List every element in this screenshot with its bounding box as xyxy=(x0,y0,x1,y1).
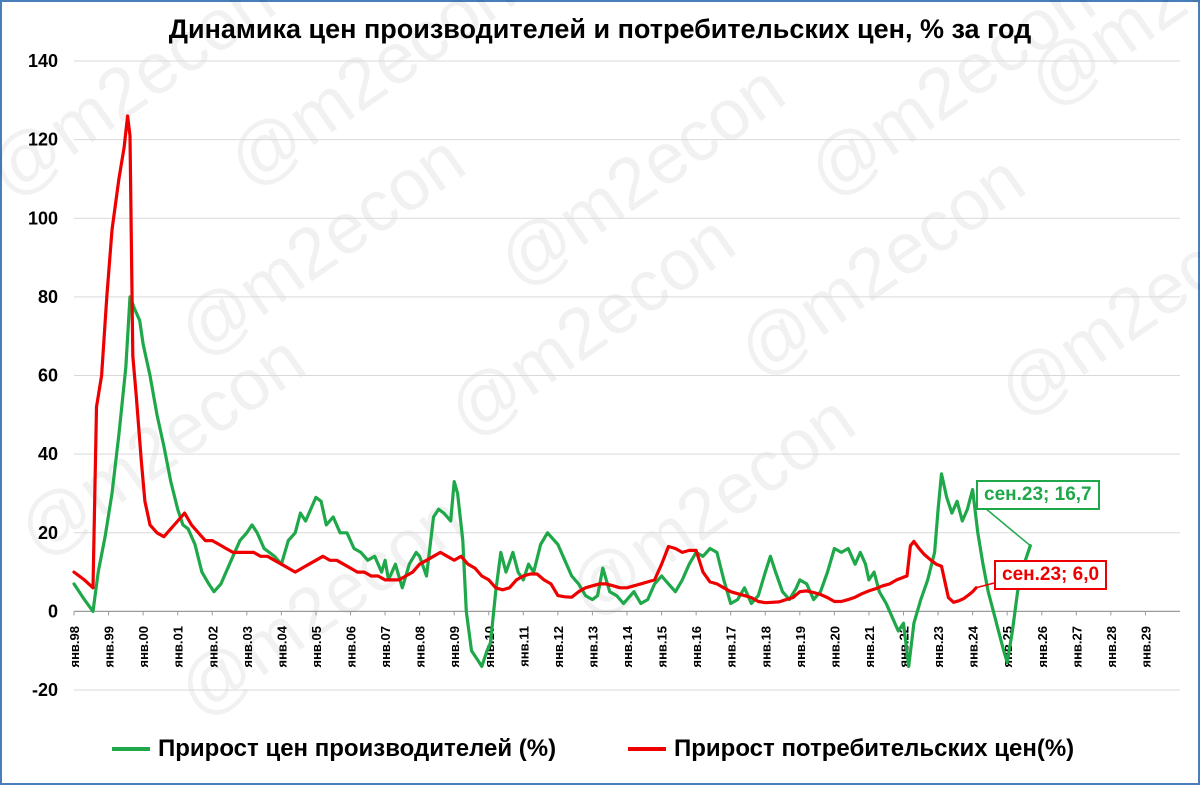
x-tick-label: янв.13 xyxy=(585,626,600,668)
x-tick-label: янв.08 xyxy=(413,626,428,668)
y-tick-label: 60 xyxy=(38,366,58,386)
series-producer-line xyxy=(72,295,1032,668)
x-tick-label: янв.15 xyxy=(655,626,670,668)
y-tick-label: 120 xyxy=(28,130,58,150)
y-tick-label: 80 xyxy=(38,287,58,307)
y-axis: -20 0 20 40 60 80 100 120 140 xyxy=(28,51,58,700)
x-tick-label: янв.06 xyxy=(344,626,359,668)
x-tick-label: янв.24 xyxy=(966,625,981,667)
legend-item-consumer: Прирост потребительских цен(%) xyxy=(628,735,1074,763)
x-tick-label: янв.29 xyxy=(1138,626,1153,668)
legend: Прирост цен производителей (%) Прирост п… xyxy=(0,735,1200,769)
x-tick-label: янв.21 xyxy=(862,626,877,668)
y-tick-label: 100 xyxy=(28,208,58,228)
x-tick-label: янв.19 xyxy=(793,626,808,668)
x-tick-label: янв.14 xyxy=(620,625,635,667)
x-tick-label: янв.20 xyxy=(827,626,842,668)
watermark-layer: @m2econ@m2econ@m2econ@m2econ@m2econ@m2ec… xyxy=(0,0,1200,733)
legend-label-consumer: Прирост потребительских цен(%) xyxy=(674,735,1075,762)
x-tick-label: янв.03 xyxy=(240,626,255,668)
chart-title: Динамика цен производителей и потребител… xyxy=(168,14,1032,44)
annotation-producer: сен.23; 16,7 xyxy=(976,480,1100,510)
series-lines xyxy=(72,114,1032,668)
x-tick-label: янв.09 xyxy=(447,626,462,668)
annotation-consumer: сен.23; 6,0 xyxy=(994,560,1108,590)
x-tick-label: янв.00 xyxy=(136,626,151,668)
x-tick-label: янв.16 xyxy=(689,626,704,668)
x-tick-label: янв.99 xyxy=(102,626,117,668)
legend-swatch-consumer xyxy=(628,747,666,751)
y-tick-label: -20 xyxy=(32,680,58,700)
series-consumer-line xyxy=(72,114,978,605)
x-tick-label: янв.23 xyxy=(931,626,946,668)
x-tick-label: янв.12 xyxy=(551,626,566,668)
watermark-text: @m2econ xyxy=(163,479,479,733)
x-tick-label: янв.17 xyxy=(724,626,739,668)
y-tick-label: 0 xyxy=(48,601,58,621)
y-tick-label: 140 xyxy=(28,51,58,71)
legend-swatch-producer xyxy=(112,747,150,751)
legend-item-producer: Прирост цен производителей (%) xyxy=(112,735,556,763)
grid-lines xyxy=(74,60,1180,691)
x-tick-label: янв.04 xyxy=(274,625,289,667)
x-tick-label: янв.18 xyxy=(758,626,773,668)
x-tick-label: янв.01 xyxy=(171,626,186,668)
legend-label-producer: Прирост цен производителей (%) xyxy=(158,735,557,762)
x-tick-label: янв.27 xyxy=(1069,626,1084,668)
x-tick-label: янв.26 xyxy=(1035,626,1050,668)
x-tick-label: янв.07 xyxy=(378,626,393,668)
y-tick-label: 40 xyxy=(38,444,58,464)
x-tick-label: янв.98 xyxy=(67,626,82,668)
y-tick-label: 20 xyxy=(38,523,58,543)
x-tick-label: янв.11 xyxy=(516,626,531,667)
x-tick-label: янв.28 xyxy=(1104,626,1119,668)
producer-leader-line xyxy=(984,507,1031,547)
x-tick-label: янв.05 xyxy=(309,626,324,668)
x-tick-label: янв.02 xyxy=(205,626,220,668)
